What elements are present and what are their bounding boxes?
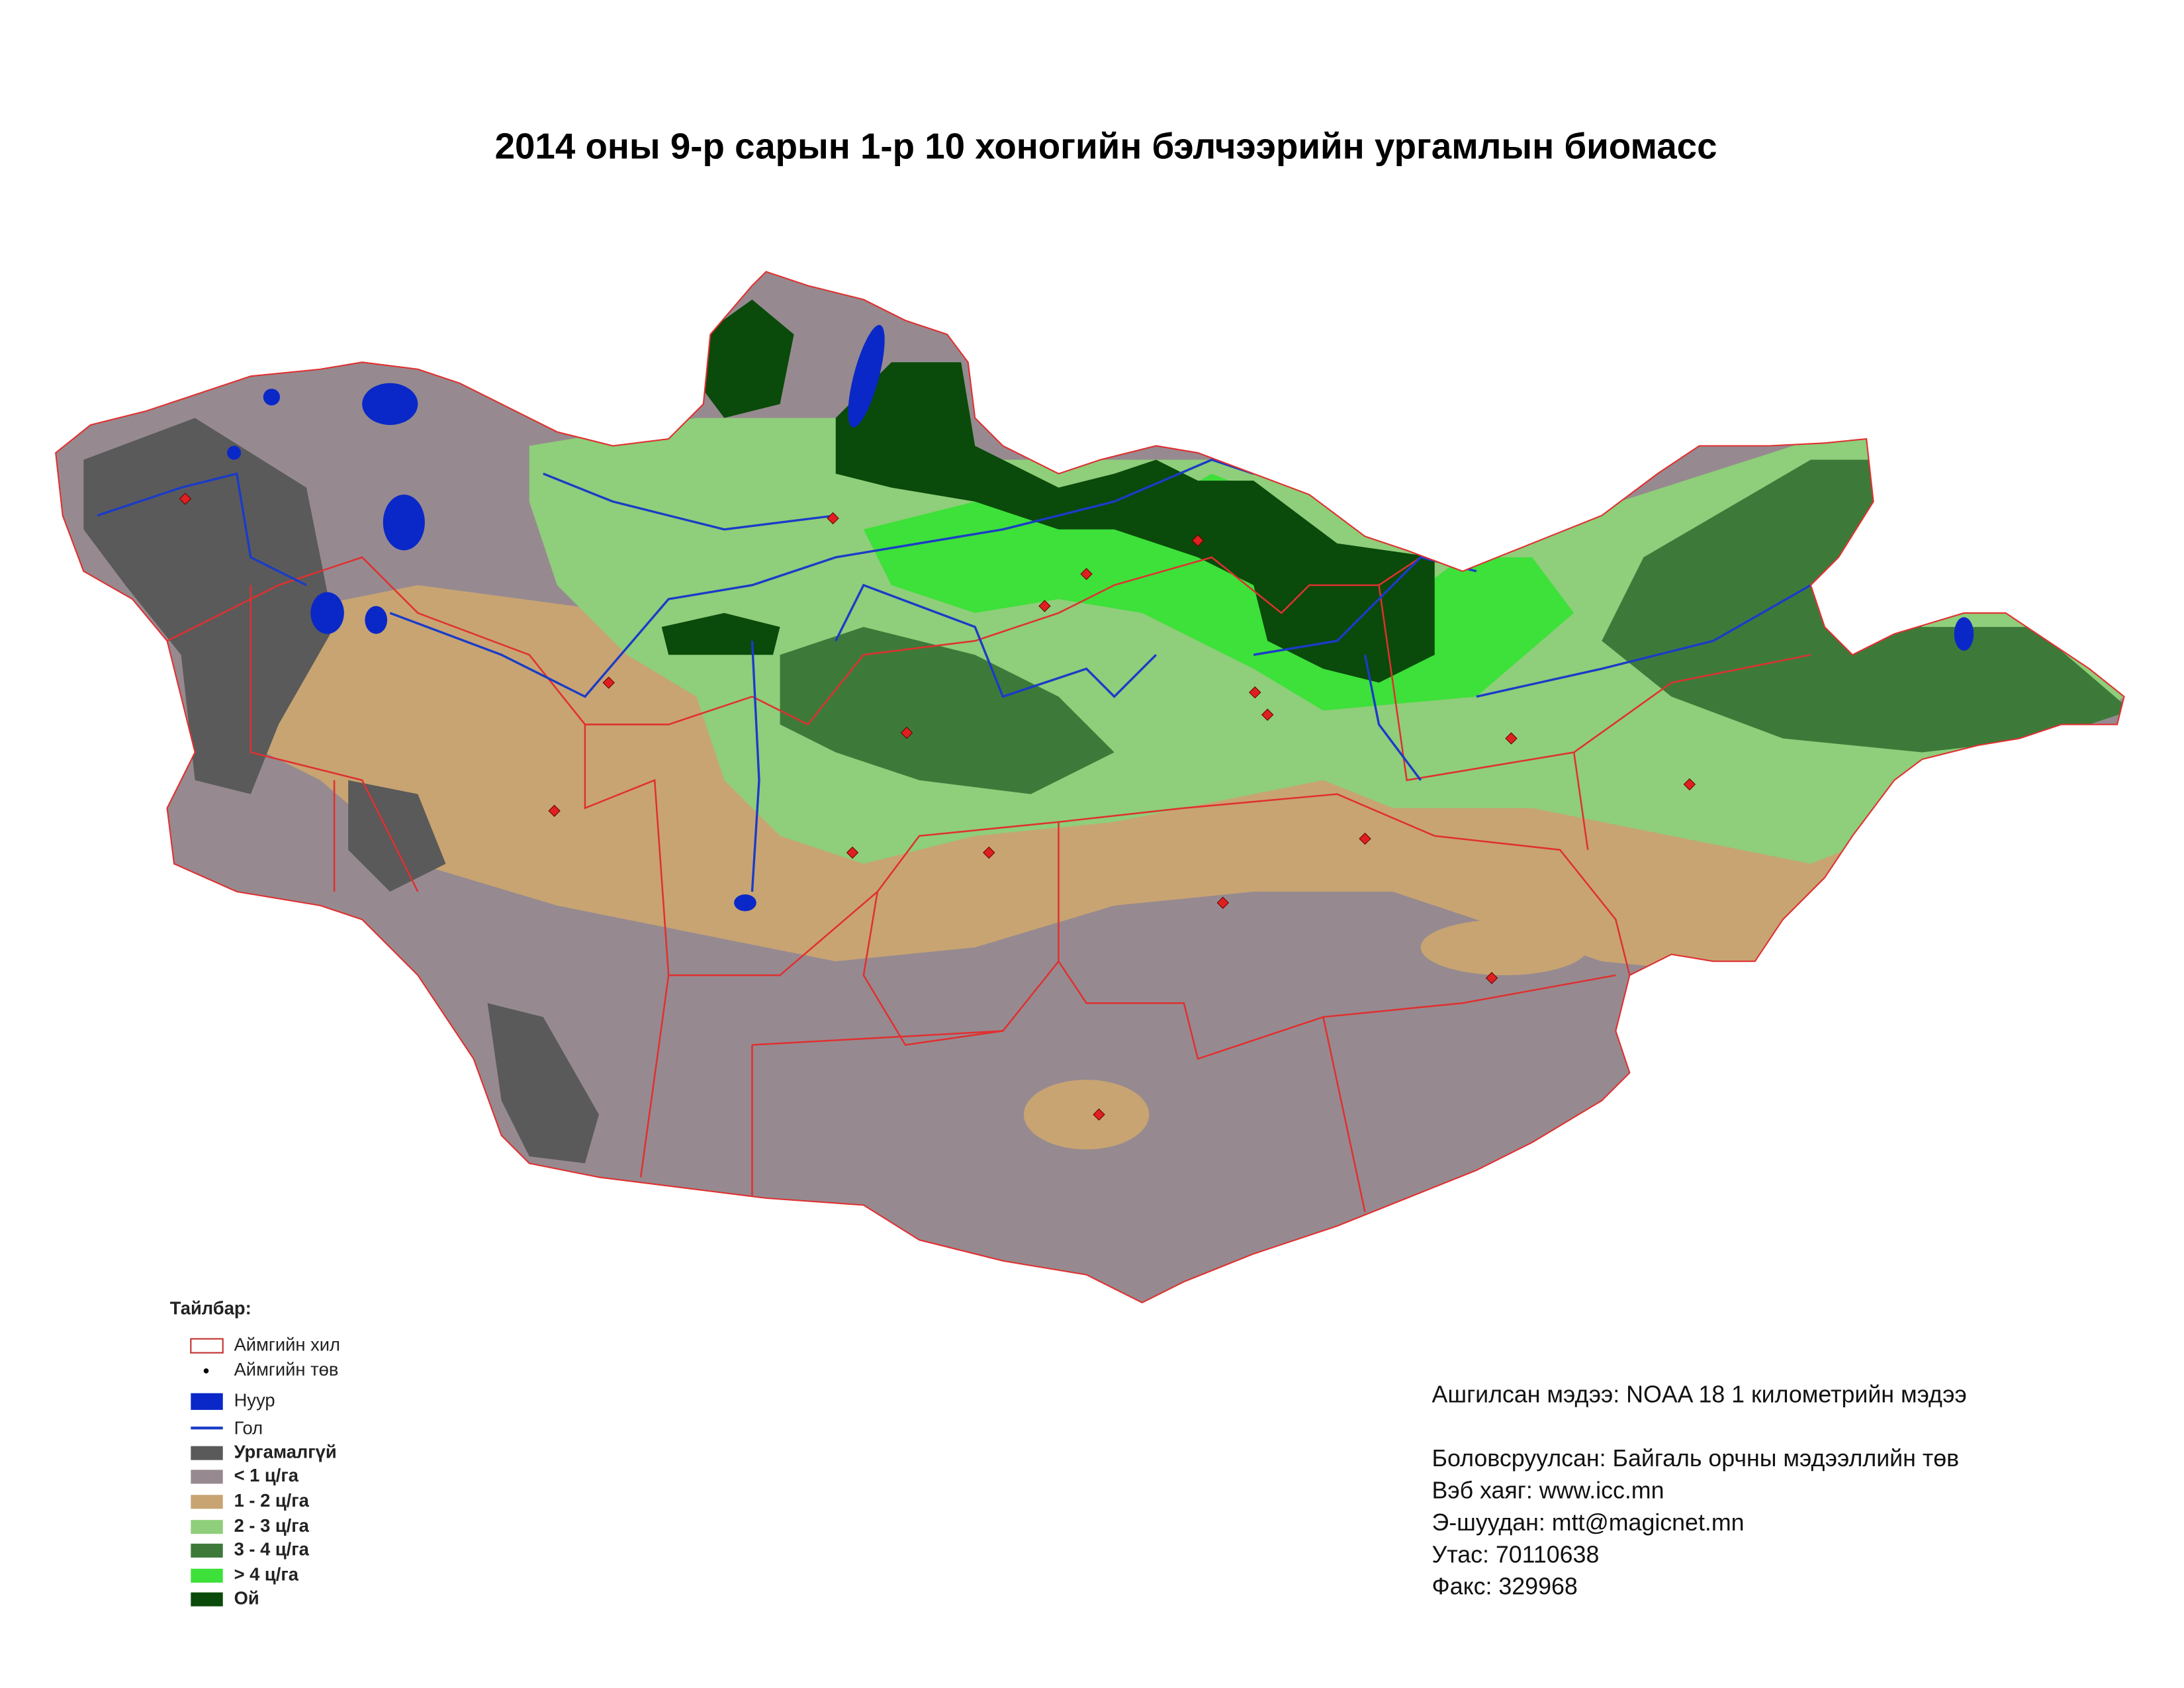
info-line: Ашгилсан мэдээ: NOAA 18 1 километрийн мэ… [1432,1381,1967,1407]
info-line: Э-шуудан: mtt@magicnet.mn [1432,1509,1745,1536]
legend: Тайлбар: Аймгийн хил Аймгийн төв Нуур Го… [170,1298,340,1609]
legend-label: Аймгийн төв [234,1359,339,1380]
legend-label: Аймгийн хил [234,1334,340,1354]
legend-swatch [191,1592,223,1607]
map-title: 2014 оны 9-р сарын 1-р 10 хоногийн бэлчэ… [495,126,1717,167]
lakes [227,324,1974,912]
legend-swatch [191,1568,223,1583]
legend-label: Гол [234,1418,263,1438]
no-vegetation [348,780,446,892]
class-3-4 [780,627,1115,794]
class-1-2 [208,585,1950,976]
info-line: Вэб хаяг: www.icc.mn [1432,1477,1664,1504]
legend-title: Тайлбар: [170,1298,251,1319]
legend-swatch [191,1446,223,1460]
legend-label: Ой [234,1587,259,1608]
legend-label: Нуур [234,1389,275,1410]
legend-label: Ургамалгүй [234,1441,337,1462]
no-vegetation [487,1003,599,1164]
legend-swatch [191,1520,223,1534]
legend-swatch [191,1495,223,1509]
legend-swatch [190,1338,224,1354]
forest [661,613,780,655]
legend-label: < 1 ц/га [234,1465,299,1485]
map [56,271,2124,1303]
legend-label: 3 - 4 ц/га [234,1539,310,1560]
legend-label: 1 - 2 ц/га [234,1490,310,1511]
legend-swatch [191,1470,223,1484]
aimag-borders [166,556,1811,1213]
info-line: Боловсруулсан: Байгаль орчны мэдээллийн … [1432,1445,1960,1472]
rivers [97,458,1811,892]
no-vegetation [83,418,335,794]
legend-label: 2 - 3 ц/га [234,1515,310,1536]
info-line: Факс: 329968 [1432,1573,1578,1600]
legend-swatch [191,1393,223,1410]
forest [835,362,1435,683]
class-1-2 [1023,1080,1150,1150]
forest [703,299,794,418]
info-line: Утас: 70110638 [1432,1541,1600,1568]
aimag-centers [179,492,1696,1121]
legend-swatch [191,1543,223,1558]
info-block: Ашгилсан мэдээ: NOAA 18 1 километрийн мэ… [1432,1381,1967,1599]
class-1-2 [1420,919,1588,976]
legend-swatch [203,1368,209,1374]
legend-label: > 4 ц/га [234,1564,299,1585]
